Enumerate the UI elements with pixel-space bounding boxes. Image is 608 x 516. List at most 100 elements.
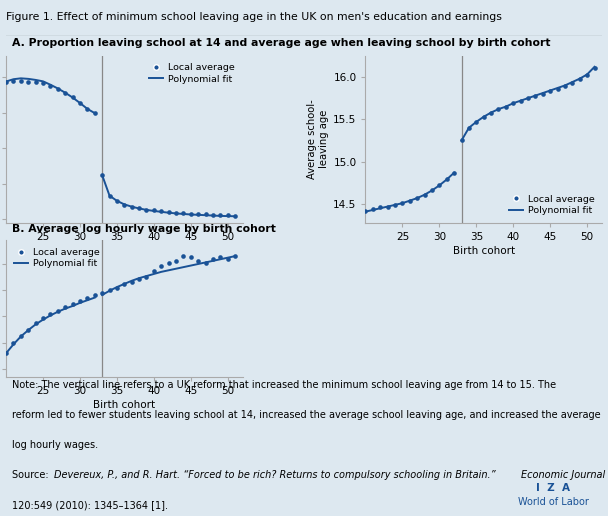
Point [179, 209, 188, 217]
Point [486, 108, 496, 117]
Point [75, 297, 85, 305]
Point [193, 210, 203, 218]
Point [390, 201, 400, 209]
Point [449, 169, 459, 177]
Point [156, 207, 166, 215]
Point [67, 93, 77, 102]
Point [105, 192, 114, 201]
Point [442, 175, 452, 184]
Point [16, 332, 26, 341]
Point [16, 76, 26, 85]
Point [412, 194, 422, 202]
Text: Note: The vertical line refers to a UK reform that increased the minimum school : Note: The vertical line refers to a UK r… [12, 380, 556, 390]
Point [427, 186, 437, 195]
Point [142, 272, 151, 281]
Point [567, 79, 577, 87]
Point [112, 197, 122, 205]
Point [53, 85, 63, 93]
Point [1, 349, 11, 358]
Point [538, 90, 548, 98]
Point [201, 210, 210, 218]
Point [75, 99, 85, 107]
Text: Source:: Source: [12, 470, 52, 480]
X-axis label: Birth cohort: Birth cohort [93, 246, 156, 256]
Point [83, 105, 92, 113]
Point [516, 96, 525, 105]
Point [545, 87, 555, 95]
Point [134, 204, 144, 213]
Legend: Local average, Polynomial fit: Local average, Polynomial fit [147, 60, 238, 87]
Point [179, 252, 188, 260]
Point [208, 211, 218, 219]
Y-axis label: Average school-
leaving age: Average school- leaving age [308, 100, 329, 179]
Point [127, 278, 137, 286]
Point [31, 78, 41, 86]
X-axis label: Birth cohort: Birth cohort [452, 246, 515, 256]
Point [46, 82, 55, 90]
Point [9, 76, 18, 85]
Point [83, 294, 92, 302]
Point [53, 307, 63, 315]
Point [405, 197, 415, 205]
Point [164, 208, 173, 216]
Legend: Local average, Polynomial fit: Local average, Polynomial fit [506, 192, 597, 218]
Point [501, 103, 511, 111]
Point [38, 314, 48, 322]
Point [142, 205, 151, 214]
Point [156, 262, 166, 270]
Point [97, 171, 107, 179]
Point [134, 275, 144, 283]
Point [223, 254, 233, 263]
Point [186, 209, 196, 218]
Point [60, 89, 70, 97]
Point [23, 326, 33, 334]
Point [230, 252, 240, 260]
Point [193, 257, 203, 266]
Text: Economic Journal: Economic Journal [522, 470, 606, 480]
Point [23, 77, 33, 86]
Point [201, 260, 210, 268]
Point [149, 206, 159, 215]
Point [60, 303, 70, 311]
Text: World of Labor: World of Labor [518, 496, 589, 507]
Point [149, 267, 159, 276]
Point [508, 99, 518, 107]
Point [171, 208, 181, 217]
Point [523, 94, 533, 102]
Point [127, 203, 137, 211]
Point [361, 207, 370, 215]
Point [531, 92, 541, 101]
Text: Figure 1. Effect of minimum school leaving age in the UK on men's education and : Figure 1. Effect of minimum school leavi… [6, 12, 502, 22]
Point [208, 254, 218, 263]
Point [112, 283, 122, 292]
Point [553, 85, 562, 93]
X-axis label: Birth cohort: Birth cohort [93, 400, 156, 410]
Text: I  Z  A: I Z A [536, 483, 570, 493]
Point [479, 112, 489, 121]
Point [494, 105, 503, 114]
Point [9, 338, 18, 347]
Point [215, 252, 225, 261]
Point [582, 71, 592, 79]
Point [119, 200, 129, 208]
Text: log hourly wages.: log hourly wages. [12, 440, 98, 449]
Point [383, 202, 393, 211]
Point [38, 79, 48, 87]
Point [46, 310, 55, 318]
Point [457, 136, 466, 144]
Point [398, 199, 407, 207]
Point [171, 256, 181, 265]
Point [97, 289, 107, 297]
Point [31, 319, 41, 327]
Text: B. Average log hourly wage by birth cohort: B. Average log hourly wage by birth coho… [12, 223, 276, 234]
Point [186, 253, 196, 261]
Text: Devereux, P., and R. Hart. “Forced to be rich? Returns to compulsory schooling i: Devereux, P., and R. Hart. “Forced to be… [54, 470, 499, 480]
Point [164, 260, 173, 268]
Point [471, 118, 481, 126]
Point [560, 82, 570, 90]
Point [368, 205, 378, 213]
Point [105, 286, 114, 294]
Point [1, 78, 11, 87]
Text: A. Proportion leaving school at 14 and average age when leaving school by birth : A. Proportion leaving school at 14 and a… [12, 38, 550, 47]
Legend: Local average, Polynomial fit: Local average, Polynomial fit [11, 245, 102, 271]
